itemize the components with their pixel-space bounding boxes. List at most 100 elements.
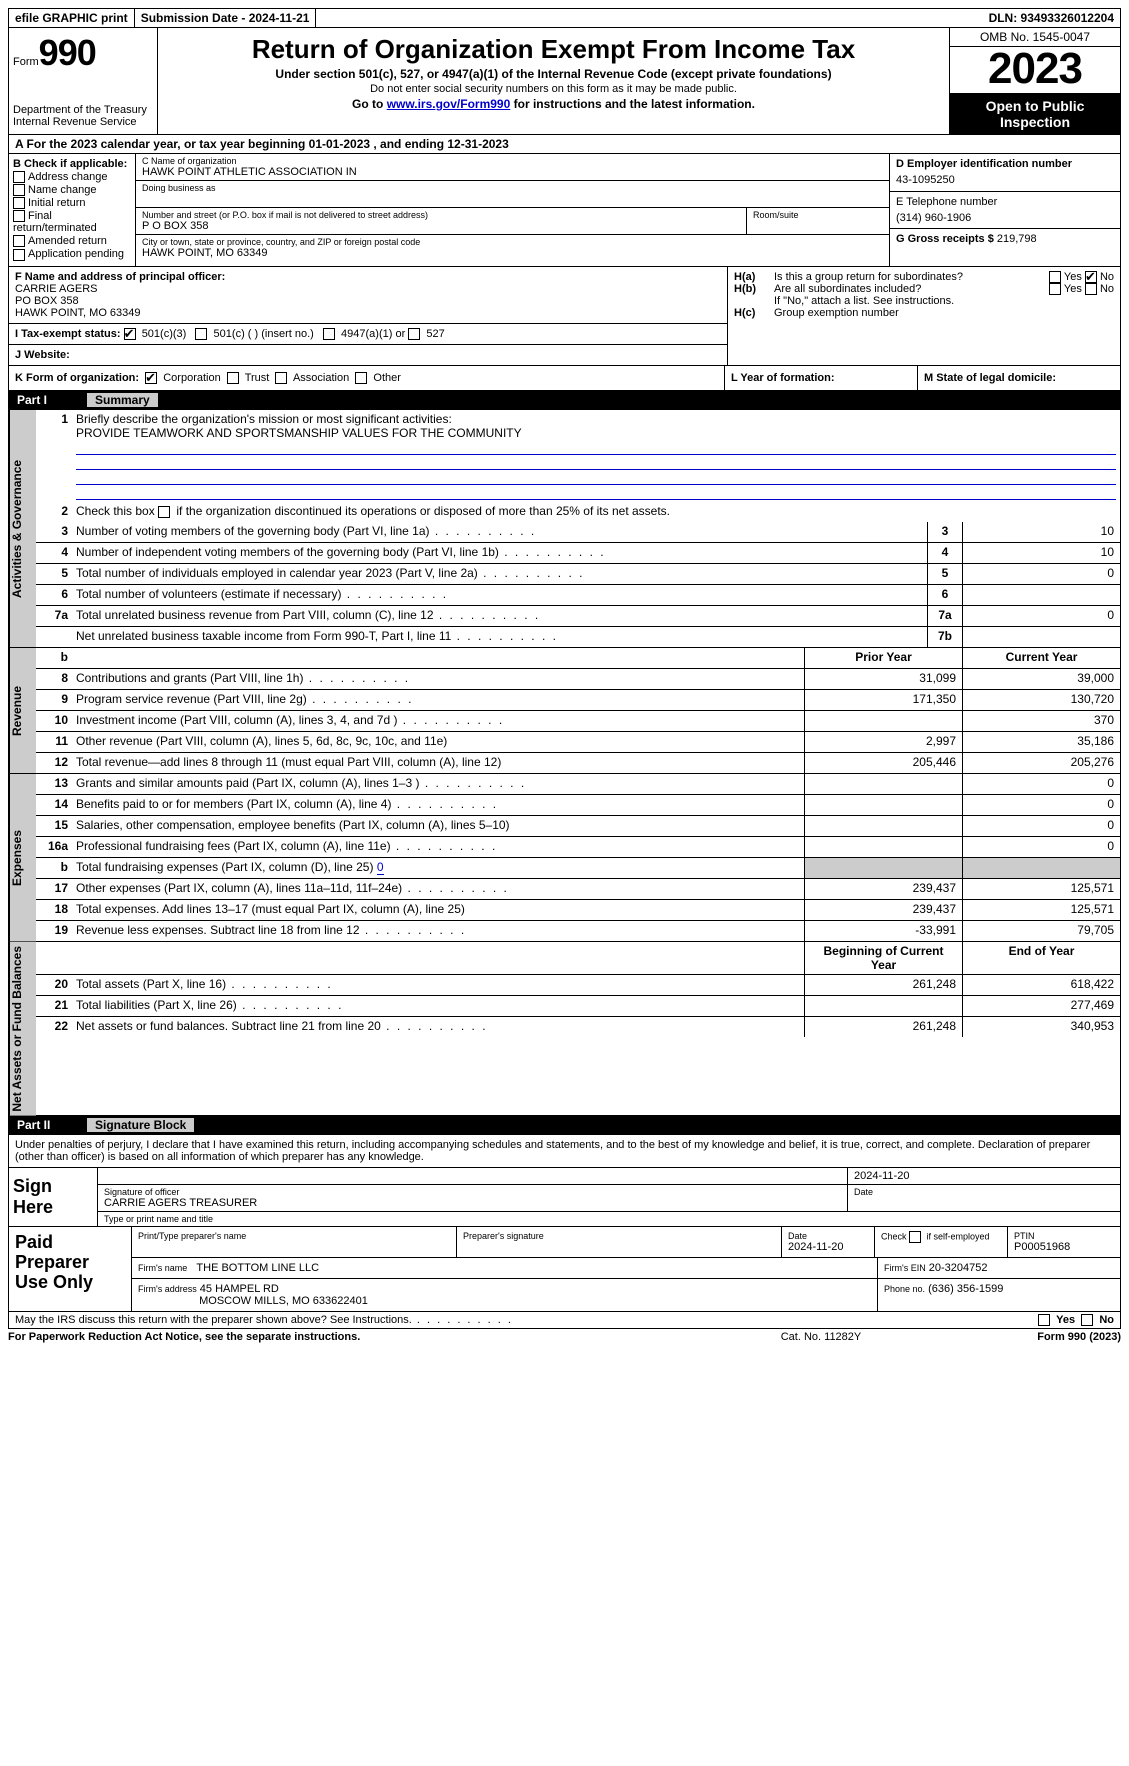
street: P O BOX 358 [142, 220, 740, 232]
sig-date: 2024-11-20 [848, 1168, 1120, 1184]
room-lbl: Room/suite [746, 208, 889, 234]
officer-addr1: PO BOX 358 [15, 295, 721, 307]
part2-header: Part II Signature Block [8, 1116, 1121, 1135]
l7b: Net unrelated business taxable income fr… [72, 627, 927, 647]
efile-label: efile GRAPHIC print [9, 9, 135, 27]
col-c: C Name of organization HAWK POINT ATHLET… [136, 154, 889, 266]
summary-gov: Activities & Governance 1 Briefly descri… [8, 410, 1121, 648]
f-section: F Name and address of principal officer:… [9, 267, 727, 324]
chk-corp[interactable] [145, 372, 157, 384]
l4: Number of independent voting members of … [72, 543, 927, 563]
footer-bottom: For Paperwork Reduction Act Notice, see … [8, 1329, 1121, 1345]
form-title: Return of Organization Exempt From Incom… [166, 34, 941, 65]
gross-receipts: 219,798 [997, 233, 1037, 245]
l1: Briefly describe the organization's miss… [76, 412, 452, 426]
discuss-yes[interactable] [1038, 1314, 1050, 1326]
chk-amended[interactable]: Amended return [13, 235, 131, 247]
hdr-curr: Current Year [962, 648, 1120, 668]
dba-lbl: Doing business as [142, 183, 883, 193]
h-section: H(a) Is this a group return for subordin… [728, 267, 1120, 365]
vtab-exp: Expenses [9, 774, 36, 941]
v7b [962, 627, 1120, 647]
l3: Number of voting members of the governin… [72, 522, 927, 542]
sign-here: Sign Here [9, 1168, 98, 1226]
l1v: PROVIDE TEAMWORK AND SPORTSMANSHIP VALUE… [76, 426, 522, 440]
col-deg: D Employer identification number 43-1095… [889, 154, 1120, 266]
submission-date: Submission Date - 2024-11-21 [135, 9, 317, 27]
ha-yes[interactable] [1049, 271, 1061, 283]
org-name: HAWK POINT ATHLETIC ASSOCIATION IN [142, 166, 883, 178]
row-a: A For the 2023 calendar year, or tax yea… [8, 135, 1121, 154]
m-lbl: M State of legal domicile: [924, 372, 1056, 384]
chk-name[interactable]: Name change [13, 184, 131, 196]
officer-addr2: HAWK POINT, MO 63349 [15, 307, 721, 319]
summary-exp: Expenses 13Grants and similar amounts pa… [8, 774, 1121, 942]
chk-initial[interactable]: Initial return [13, 197, 131, 209]
block-bcd: B Check if applicable: Address change Na… [8, 154, 1121, 267]
part1-header: Part I Summary [8, 391, 1121, 410]
chk-assoc[interactable] [275, 372, 287, 384]
chk-4947[interactable] [323, 328, 335, 340]
form-header: Form990 Department of the Treasury Inter… [8, 28, 1121, 135]
prep-label: Paid Preparer Use Only [9, 1227, 132, 1311]
inspection: Open to Public Inspection [950, 94, 1120, 134]
v6 [962, 585, 1120, 605]
subtitle: Under section 501(c), 527, or 4947(a)(1)… [166, 67, 941, 81]
row-klm: K Form of organization: Corporation Trus… [8, 366, 1121, 391]
signature-block: Under penalties of perjury, I declare th… [8, 1135, 1121, 1227]
ssn-note: Do not enter social security numbers on … [166, 83, 941, 95]
g-lbl: G Gross receipts $ [896, 233, 994, 245]
v4: 10 [962, 543, 1120, 563]
i-section: I Tax-exempt status: 501(c)(3) 501(c) ( … [9, 324, 727, 345]
col-b: B Check if applicable: Address change Na… [9, 154, 136, 266]
d-lbl: D Employer identification number [896, 158, 1114, 170]
discuss-no[interactable] [1081, 1314, 1093, 1326]
vtab-rev: Revenue [9, 648, 36, 773]
street-lbl: Number and street (or P.O. box if mail i… [142, 210, 740, 220]
b-label: B Check if applicable: [13, 158, 131, 170]
city-lbl: City or town, state or province, country… [142, 237, 883, 247]
officer-name: CARRIE AGERS [15, 283, 721, 295]
form-label: Form990 [13, 32, 153, 74]
chk-address[interactable]: Address change [13, 171, 131, 183]
officer-sig: CARRIE AGERS TREASURER [104, 1197, 841, 1209]
hb-note: If "No," attach a list. See instructions… [734, 295, 1114, 307]
tax-year: 2023 [950, 47, 1120, 94]
hb-yes[interactable] [1049, 283, 1061, 295]
chk-501c[interactable] [195, 328, 207, 340]
vtab-gov: Activities & Governance [9, 410, 36, 647]
l5: Total number of individuals employed in … [72, 564, 927, 584]
chk-discontinued[interactable] [158, 506, 170, 518]
chk-self-emp[interactable] [909, 1231, 921, 1243]
chk-527[interactable] [408, 328, 420, 340]
chk-other[interactable] [355, 372, 367, 384]
goto-link: Go to www.irs.gov/Form990 for instructio… [166, 97, 941, 111]
department: Department of the Treasury Internal Reve… [13, 104, 153, 128]
phone: (314) 960-1906 [896, 212, 1114, 224]
summary-rev: Revenue bPrior YearCurrent Year 8Contrib… [8, 648, 1121, 774]
chk-final[interactable]: Final return/terminated [13, 210, 131, 234]
hb-no[interactable] [1085, 283, 1097, 295]
l2: Check this box if the organization disco… [72, 502, 1120, 522]
footer-q: May the IRS discuss this return with the… [8, 1312, 1121, 1329]
l-lbl: L Year of formation: [731, 372, 835, 384]
irs-link[interactable]: www.irs.gov/Form990 [387, 97, 511, 111]
city: HAWK POINT, MO 63349 [142, 247, 883, 259]
summary-na: Net Assets or Fund Balances Beginning of… [8, 942, 1121, 1117]
chk-pending[interactable]: Application pending [13, 248, 131, 260]
vtab-na: Net Assets or Fund Balances [9, 942, 36, 1116]
l7a: Total unrelated business revenue from Pa… [72, 606, 927, 626]
v7a: 0 [962, 606, 1120, 626]
e-lbl: E Telephone number [896, 196, 1114, 208]
v3: 10 [962, 522, 1120, 542]
ein: 43-1095250 [896, 174, 1114, 186]
ha-no[interactable] [1085, 271, 1097, 283]
block-fijh: F Name and address of principal officer:… [8, 267, 1121, 366]
chk-trust[interactable] [227, 372, 239, 384]
top-bar: efile GRAPHIC print Submission Date - 20… [8, 8, 1121, 28]
chk-501c3[interactable] [124, 328, 136, 340]
dln: DLN: 93493326012204 [983, 9, 1120, 27]
c-name-lbl: C Name of organization [142, 156, 883, 166]
hdr-prior: Prior Year [804, 648, 962, 668]
v5: 0 [962, 564, 1120, 584]
